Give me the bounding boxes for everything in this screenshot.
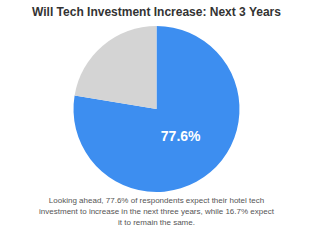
caption-line: it to remain the same. — [118, 218, 195, 227]
data-labels: 77.6% — [161, 128, 201, 144]
title: Will Tech Investment Increase: Next 3 Ye… — [32, 5, 281, 19]
pie — [73, 26, 239, 192]
data-label: 77.6% — [161, 128, 201, 144]
caption-line: investment to increase in the next three… — [39, 207, 275, 216]
slice — [73, 26, 239, 192]
chart: Will Tech Investment Increase: Next 3 Ye… — [0, 0, 313, 231]
slice — [75, 26, 157, 109]
caption-line: Looking ahead, 77.6% of respondents expe… — [49, 196, 264, 205]
caption: Looking ahead, 77.6% of respondents expe… — [39, 196, 275, 227]
